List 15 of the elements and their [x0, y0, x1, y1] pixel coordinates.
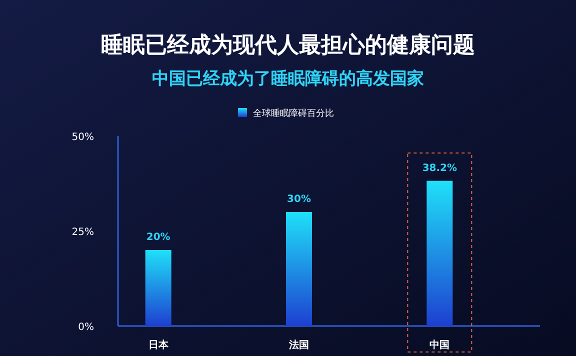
y-tick-label: 25%: [72, 227, 94, 238]
x-tick-label: 中国: [430, 339, 450, 351]
text: 30%: [287, 194, 311, 205]
y-tick-label: 0%: [78, 322, 94, 333]
chart-title: 睡眠已经成为现代人最担心的健康问题: [101, 32, 475, 58]
text: 38.2%: [422, 162, 458, 174]
text: 20%: [146, 232, 170, 243]
bar: [286, 212, 312, 326]
x-tick-label: 法国: [288, 339, 309, 351]
legend-label: 全球睡眠障碍百分比: [253, 108, 334, 119]
y-tick-label: 50%: [72, 132, 94, 143]
bar: [145, 250, 172, 326]
x-tick-label: 日本: [148, 339, 170, 351]
chart-subtitle: 中国已经成为了睡眠障碍的高发国家: [152, 69, 424, 89]
bar: [426, 180, 453, 326]
